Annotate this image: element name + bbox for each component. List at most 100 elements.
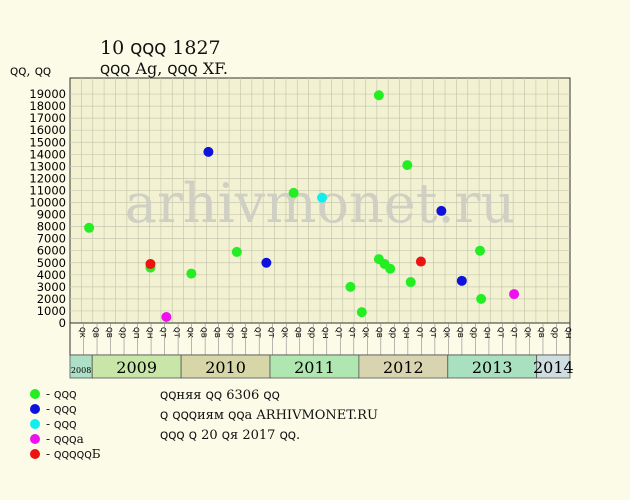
legend-marker [30, 388, 40, 399]
data-point [475, 245, 485, 256]
year-label: 2011 [294, 358, 335, 377]
month-tick-label: ꞯв [198, 327, 208, 338]
year-label: 2010 [205, 358, 246, 377]
month-tick-label: ꞯт [428, 327, 438, 338]
y-axis-units: ꞯꞯ, ꞯꞯ [10, 64, 52, 79]
month-tick-label: ꞯт [496, 327, 506, 338]
month-tick-label: ꞯк [185, 327, 195, 339]
data-point [356, 307, 367, 318]
data-point [231, 246, 242, 257]
data-point [84, 222, 95, 233]
year-label: 2009 [116, 358, 157, 377]
data-point [415, 256, 426, 267]
y-tick-label: 10000 [29, 196, 66, 210]
month-tick-label: ꞯр [550, 327, 560, 339]
y-tick-label: 6000 [37, 244, 66, 258]
y-tick-label: 0 [59, 316, 66, 330]
month-tick-label: ꞯр [388, 327, 398, 339]
legend-entry: - ꞯꞯꞯ [30, 415, 77, 432]
month-tick-label: ꞯв [90, 327, 100, 338]
data-point [456, 275, 467, 286]
month-strip [69, 322, 571, 356]
legend-entry: - ꞯꞯꞯꞯꞯБ [30, 445, 101, 462]
month-tick-label: ꞯв [536, 327, 546, 338]
month-tick-label: ꞯт [171, 327, 181, 338]
y-tick-label: 16000 [29, 123, 66, 137]
y-tick-label: 14000 [29, 147, 66, 161]
data-point [373, 90, 384, 101]
month-tick-label: ꞯн [401, 327, 411, 339]
y-tick-label: 19000 [29, 87, 66, 101]
legend-label: - ꞯꞯꞯ [46, 402, 77, 416]
data-point [402, 160, 413, 171]
y-tick-label: 1000 [37, 304, 66, 318]
month-tick-label: ꞯр [117, 327, 127, 339]
legend-marker [30, 448, 40, 459]
y-tick-label: 18000 [29, 99, 66, 113]
y-tick-label: 9000 [37, 208, 66, 222]
note-source: ꞯ ꞯꞯꞯиям ꞯꞯа ARHIVMONET.RU [160, 408, 378, 423]
month-tick-label: ꞯк [77, 327, 87, 339]
y-tick-label: 5000 [37, 256, 66, 270]
month-tick-label: ꞯр [469, 327, 479, 339]
data-point [288, 187, 299, 198]
legend-entry: - ꞯꞯꞯа [30, 430, 84, 447]
note-date: ꞯꞯꞯ ꞯ 20 ꞯя 2017 ꞯꞯ. [160, 428, 301, 443]
data-point [405, 277, 416, 288]
legend-label: - ꞯꞯꞯꞯꞯБ [46, 447, 101, 461]
month-tick-label: ꞯт [158, 327, 168, 338]
month-tick-label: ꞯк [279, 327, 289, 339]
month-tick-label: ꞯн [482, 327, 492, 339]
data-point [436, 205, 447, 216]
data-point [509, 289, 520, 300]
chart-title: 10 ꞯꞯꞯ 1827 [100, 37, 221, 59]
data-point [261, 257, 272, 268]
legend-label: - ꞯꞯꞯа [46, 432, 84, 446]
legend-marker [30, 418, 40, 429]
year-label: 2008 [71, 366, 91, 375]
data-point [186, 268, 197, 279]
month-tick-label: ꞯт [266, 327, 276, 338]
chart-subtitle: ꞯꞯꞯ Ag, ꞯꞯꞯ XF. [100, 59, 228, 78]
y-tick-label: 2000 [37, 292, 66, 306]
legend-marker [30, 403, 40, 414]
y-tick-label: 3000 [37, 280, 66, 294]
month-tick-label: ꞯн [144, 327, 154, 339]
month-tick-label: ꞯт [347, 327, 357, 338]
month-tick-label: ꞯт [415, 327, 425, 338]
watermark-text: arhivmonet.ru [125, 172, 515, 235]
y-tick-label: 17000 [29, 111, 66, 125]
data-point [385, 263, 396, 274]
year-label: 2014 [533, 358, 574, 377]
month-tick-label: ꞯв [374, 327, 384, 338]
month-tick-label: ꞯв [293, 327, 303, 338]
month-tick-label: ꞯт [252, 327, 262, 338]
y-tick-label: 4000 [37, 268, 66, 282]
year-label: 2013 [472, 358, 513, 377]
data-point [145, 258, 156, 269]
note-average: ꞯꞯняя ꞯꞯ 6306 ꞯꞯ [160, 388, 280, 403]
month-tick-label: ꞯн [320, 327, 330, 339]
y-tick-label: 12000 [29, 171, 66, 185]
month-tick-label: ꞯв [104, 327, 114, 338]
y-tick-label: 13000 [29, 159, 66, 173]
month-tick-label: ꞯр [306, 327, 316, 339]
month-tick-label: ꞯк [523, 327, 533, 339]
y-tick-label: 15000 [29, 135, 66, 149]
y-tick-label: 7000 [37, 232, 66, 246]
year-band [536, 354, 571, 379]
month-tick-label: ꞯн [239, 327, 249, 339]
legend-label: - ꞯꞯꞯ [46, 417, 77, 431]
month-tick-label: ꞯп [131, 327, 141, 339]
y-tick-label: 11000 [29, 183, 66, 197]
y-tick-label: 8000 [37, 220, 66, 234]
year-label: 2012 [383, 358, 424, 377]
month-tick-label: ꞯк [361, 327, 371, 339]
month-tick-label: ꞯк [442, 327, 452, 339]
data-point [161, 311, 172, 322]
month-tick-label: ꞯн [563, 327, 573, 339]
month-tick-label: ꞯв [455, 327, 465, 338]
data-point [476, 293, 487, 304]
legend-entry: - ꞯꞯꞯ [30, 385, 77, 402]
